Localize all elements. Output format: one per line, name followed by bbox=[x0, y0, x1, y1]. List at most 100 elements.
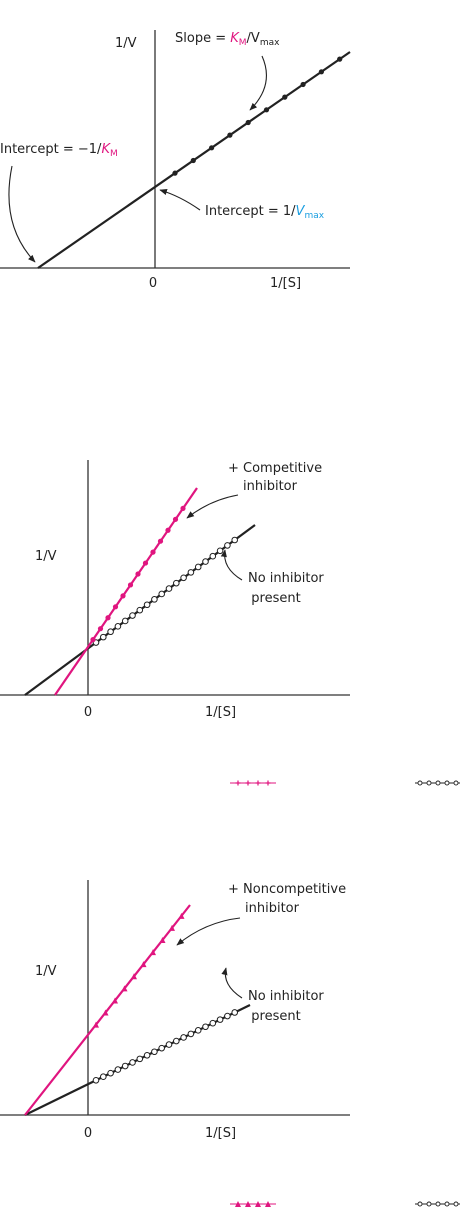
point bbox=[131, 973, 137, 980]
point bbox=[121, 617, 129, 625]
point bbox=[255, 780, 261, 786]
point bbox=[102, 1009, 109, 1016]
point bbox=[140, 961, 147, 968]
point bbox=[265, 1201, 271, 1207]
y-axis-label: 1/V bbox=[35, 964, 57, 979]
point bbox=[194, 563, 202, 571]
point bbox=[426, 1201, 432, 1207]
text: /V bbox=[247, 31, 260, 46]
control-label: No inhibitor bbox=[248, 571, 324, 586]
point bbox=[282, 94, 288, 100]
point bbox=[426, 780, 432, 786]
point bbox=[150, 949, 156, 956]
point bbox=[112, 604, 119, 610]
inhibitor-label: + Noncompetitive bbox=[228, 882, 346, 897]
arrow bbox=[186, 494, 239, 519]
point bbox=[92, 1076, 100, 1084]
point bbox=[300, 81, 306, 88]
text: M bbox=[110, 149, 118, 159]
text: V bbox=[296, 204, 306, 219]
origin-label: 0 bbox=[84, 705, 92, 720]
point bbox=[165, 585, 173, 592]
point bbox=[337, 56, 343, 62]
point bbox=[107, 1069, 114, 1077]
point bbox=[173, 579, 180, 587]
point bbox=[417, 780, 423, 786]
arrow bbox=[8, 165, 36, 263]
point bbox=[165, 1041, 173, 1048]
text: Intercept = 1/ bbox=[205, 204, 296, 219]
point bbox=[318, 69, 324, 75]
point bbox=[151, 1048, 158, 1056]
point bbox=[165, 527, 171, 533]
point bbox=[255, 1201, 261, 1207]
point bbox=[143, 1052, 151, 1059]
data-points bbox=[172, 56, 343, 176]
point bbox=[245, 119, 251, 126]
point bbox=[235, 780, 241, 786]
point bbox=[417, 1201, 423, 1207]
point bbox=[150, 549, 156, 555]
point bbox=[263, 107, 270, 113]
point bbox=[245, 780, 251, 786]
y-axis-label: 1/V bbox=[115, 36, 137, 51]
control-label: No inhibitor bbox=[248, 989, 324, 1004]
panel-3: 1/V 0 1/[S] + Noncompetitive inhibitor N… bbox=[0, 880, 460, 1207]
arrow bbox=[221, 967, 243, 999]
legend-marks bbox=[230, 780, 460, 786]
point bbox=[136, 1055, 144, 1063]
point bbox=[453, 780, 459, 786]
control-label: present bbox=[251, 591, 300, 606]
x-intercept-label: Intercept = −1/KM bbox=[0, 142, 118, 159]
y-intercept-label: Intercept = 1/Vmax bbox=[205, 204, 325, 221]
point bbox=[265, 780, 271, 786]
inhibitor-label: inhibitor bbox=[243, 479, 298, 494]
point bbox=[121, 985, 128, 992]
text: K bbox=[101, 142, 111, 157]
point bbox=[127, 582, 134, 588]
point bbox=[158, 590, 165, 598]
point bbox=[187, 1030, 195, 1038]
point bbox=[107, 628, 114, 636]
point bbox=[435, 780, 441, 786]
point bbox=[202, 1023, 209, 1031]
point bbox=[120, 593, 126, 599]
text: K bbox=[230, 31, 240, 46]
point bbox=[209, 145, 215, 151]
point bbox=[112, 997, 118, 1004]
arrow bbox=[220, 549, 243, 581]
x-axis-label: 1/[S] bbox=[270, 276, 301, 291]
point bbox=[216, 547, 224, 555]
point bbox=[202, 558, 209, 565]
data-points bbox=[92, 912, 238, 1084]
point bbox=[97, 626, 104, 632]
x-axis-label: 1/[S] bbox=[205, 1126, 236, 1141]
point bbox=[190, 157, 196, 164]
point bbox=[114, 623, 122, 630]
x-axis-label: 1/[S] bbox=[205, 705, 236, 720]
point bbox=[453, 1201, 459, 1207]
point bbox=[172, 170, 178, 176]
point bbox=[180, 505, 186, 512]
inhibitor-label: inhibitor bbox=[245, 901, 300, 916]
inhibitor-label: + Competitive bbox=[228, 461, 322, 476]
panel-1: 1/V 0 1/[S] Slope = KM/Vmax Intercept = … bbox=[0, 30, 351, 291]
point bbox=[114, 1066, 122, 1073]
point bbox=[159, 937, 166, 943]
panel-2: 1/V 0 1/[S] + Competitive inhibitor No i… bbox=[0, 460, 460, 786]
point bbox=[157, 538, 164, 544]
control-label: present bbox=[251, 1009, 300, 1024]
point bbox=[224, 1012, 231, 1020]
point bbox=[444, 1201, 450, 1207]
point bbox=[194, 1027, 202, 1034]
point bbox=[142, 560, 149, 566]
point bbox=[135, 571, 141, 577]
point bbox=[231, 536, 238, 544]
data-points bbox=[90, 505, 238, 646]
point bbox=[172, 516, 179, 522]
point bbox=[158, 1044, 165, 1052]
point bbox=[100, 633, 107, 641]
point bbox=[227, 132, 233, 138]
